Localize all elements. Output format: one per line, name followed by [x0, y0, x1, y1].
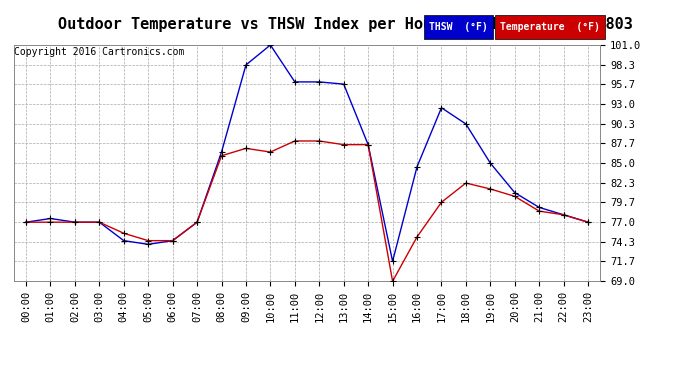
Text: Copyright 2016 Cartronics.com: Copyright 2016 Cartronics.com: [14, 47, 184, 57]
Text: Temperature  (°F): Temperature (°F): [500, 22, 600, 32]
Text: Outdoor Temperature vs THSW Index per Hour (24 Hours)  20160803: Outdoor Temperature vs THSW Index per Ho…: [57, 17, 633, 32]
Text: THSW  (°F): THSW (°F): [429, 22, 489, 32]
